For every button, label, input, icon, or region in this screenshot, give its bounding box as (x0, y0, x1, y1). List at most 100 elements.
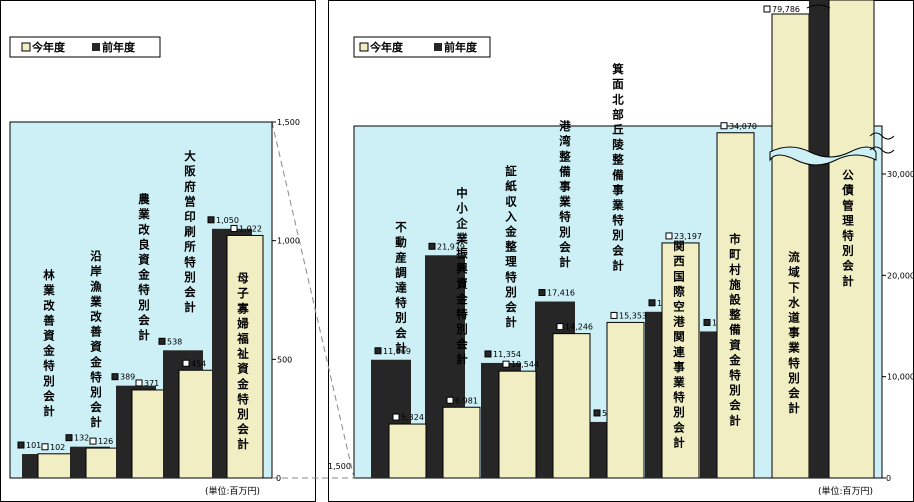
value-label-current-marker (502, 360, 510, 368)
bar-break-mark (769, 146, 877, 166)
category-label: 公債管理特別会計 (841, 168, 854, 288)
left-tick-label: 1,000 (277, 237, 300, 246)
left-unit-label: (単位:百万円) (205, 485, 260, 497)
value-label-current-marker (446, 396, 454, 404)
left-tick-label: 1,500 (277, 118, 300, 127)
value-label-current: 79,786 (772, 5, 800, 14)
category-label: 中小企業振興資金特別会計 (455, 186, 468, 366)
value-label-current: 14,246 (565, 323, 593, 332)
bar-break-mark (806, 4, 831, 9)
left-legend: 今年度 前年度 (9, 36, 161, 58)
value-label-previous-marker (158, 337, 166, 345)
legend-current-label: 今年度 (31, 40, 66, 54)
zoom-connector-top (271, 121, 355, 479)
value-label-previous-marker (648, 299, 656, 307)
bar-current-year (606, 321, 645, 479)
category-label: 農業改良資金特別会計 (137, 192, 150, 342)
category-label: 沿岸漁業改善資金特別会計 (89, 249, 102, 429)
bar-current-year (661, 242, 700, 479)
right-tick-label: 30,000 (887, 170, 914, 179)
value-label-current: 1,022 (239, 224, 262, 233)
value-label-current: 15,353 (619, 311, 647, 320)
bar-current-year (442, 406, 481, 479)
value-label-previous: 389 (120, 373, 135, 382)
bar-current-year-broken (828, 0, 875, 479)
legend-current-swatch (21, 42, 31, 52)
bar-current-year-broken (771, 13, 810, 479)
value-label-previous: 11,354 (493, 350, 521, 359)
value-label-previous-marker (428, 242, 436, 250)
category-label: 市町村施設整備資金特別会計 (728, 232, 741, 427)
bar-current-year (498, 370, 537, 479)
value-label-current-marker (89, 437, 97, 445)
value-label-current-marker (720, 122, 728, 130)
value-label-current-marker (665, 232, 673, 240)
value-label-current: 23,197 (674, 232, 702, 241)
value-label-previous-marker (17, 441, 25, 449)
bar-current-year (178, 369, 216, 479)
value-label-previous-marker (374, 347, 382, 355)
right-tick-label: 10,000 (887, 373, 914, 382)
value-label-previous: 132 (74, 434, 89, 443)
category-label: 母子寡婦福祉資金特別会計 (236, 271, 249, 451)
value-label-current: 371 (144, 379, 159, 388)
value-label-current: 102 (50, 443, 65, 452)
value-label-previous-marker (111, 373, 119, 381)
value-label-previous-marker (593, 409, 601, 417)
bar-previous-year-broken (809, 0, 829, 478)
value-label-current-marker (556, 323, 564, 331)
value-label-previous: 538 (167, 337, 182, 346)
left-tick-label: 0 (276, 474, 281, 483)
value-label-previous-marker (538, 289, 546, 297)
value-label-previous-marker (484, 350, 492, 358)
legend-previous-label: 前年度 (444, 40, 478, 54)
category-label: 林業改善資金特別会計 (42, 268, 55, 418)
bar-current-year (131, 389, 169, 479)
legend-current-label: 今年度 (369, 40, 404, 54)
value-label-previous: 1,050 (216, 216, 239, 225)
bar-current-year (388, 423, 427, 479)
category-label: 流域下水道事業特別会計 (787, 250, 800, 415)
value-label-current: 5,324 (401, 413, 424, 422)
legend-previous-label: 前年度 (102, 40, 136, 54)
right-legend: 今年度 前年度 (353, 36, 491, 58)
category-label: 大阪府営印刷所特別会計 (183, 149, 196, 314)
bar-current-year (226, 234, 264, 479)
right-tick-label-min: 1,500 (328, 462, 351, 471)
legend-current-swatch (359, 42, 369, 52)
right-unit-label: (単位:百万円) (818, 485, 873, 497)
value-label-current-marker (41, 443, 49, 451)
value-label-current: 126 (98, 437, 113, 446)
bar-current-year (716, 132, 755, 479)
left-tick-label: 500 (277, 355, 292, 364)
value-label-previous: 101 (26, 441, 41, 450)
value-label-current-marker (610, 311, 618, 319)
value-label-current-marker (182, 359, 190, 367)
value-label-current-marker (230, 224, 238, 232)
value-label-current-marker (392, 413, 400, 421)
category-label: 関西国際空港関連事業特別会計 (672, 239, 685, 449)
value-label-current: 454 (191, 359, 206, 368)
category-label: 証紙収入金整理特別会計 (504, 164, 517, 329)
axis-break-mark (869, 132, 895, 154)
bar-current-year (552, 333, 591, 479)
category-label: 港湾整備事業特別会計 (558, 119, 571, 269)
bar-current-year (37, 453, 75, 479)
value-label-previous: 21,979 (437, 242, 465, 251)
legend-previous-swatch (92, 43, 100, 51)
value-label-previous-marker (703, 318, 711, 326)
value-label-previous: 11,669 (383, 347, 411, 356)
value-label-previous-marker (65, 434, 73, 442)
value-label-previous-marker (207, 216, 215, 224)
value-label-current: 10,544 (511, 360, 539, 369)
category-label: 不動産調達特別会計 (394, 220, 407, 355)
legend-previous-swatch (434, 43, 442, 51)
value-label-current-marker (763, 5, 771, 13)
right-tick-label: 20,000 (887, 271, 914, 280)
right-tick-label: 0 (886, 474, 891, 483)
value-label-current: 34,070 (729, 122, 757, 131)
value-label-previous: 17,416 (547, 289, 575, 298)
category-label: 箕面北部丘陵整備事業特別会計 (611, 62, 624, 272)
value-label-current: 6,981 (455, 396, 478, 405)
